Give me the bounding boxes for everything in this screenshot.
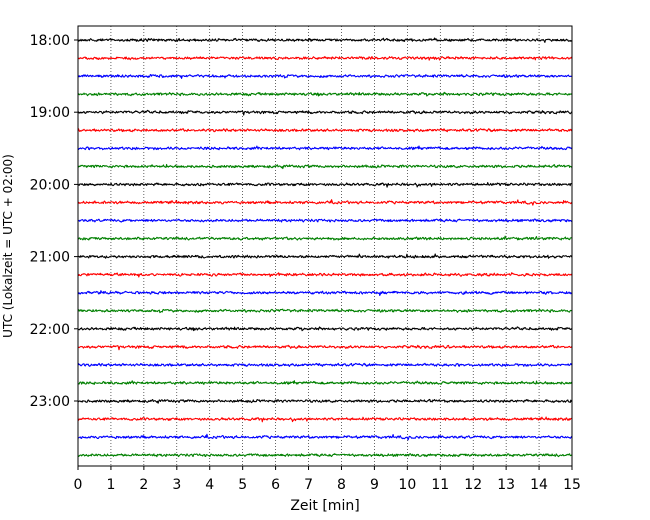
x-tick-label: 2 bbox=[139, 477, 148, 493]
seismic-trace bbox=[77, 128, 573, 133]
seismic-trace bbox=[77, 344, 573, 351]
seismic-trace bbox=[77, 272, 573, 278]
x-tick-label: 3 bbox=[172, 477, 181, 493]
seismic-trace bbox=[77, 362, 573, 367]
seismic-trace bbox=[77, 326, 573, 332]
seismic-trace bbox=[77, 398, 573, 404]
y-tick-label: 18:00 bbox=[30, 33, 70, 49]
seismic-trace bbox=[77, 199, 573, 206]
seismic-trace bbox=[77, 235, 573, 241]
seismic-trace bbox=[77, 56, 573, 61]
x-tick-label: 10 bbox=[398, 477, 416, 493]
x-tick-label: 5 bbox=[238, 477, 247, 493]
y-tick-label: 21:00 bbox=[30, 250, 70, 266]
seismic-trace bbox=[77, 416, 573, 423]
x-tick-label: 15 bbox=[563, 477, 581, 493]
x-tick-label: 0 bbox=[74, 477, 83, 493]
seismic-trace bbox=[77, 453, 573, 458]
y-tick-label: 23:00 bbox=[30, 394, 70, 410]
seismic-trace bbox=[77, 308, 573, 314]
x-tick-label: 11 bbox=[431, 477, 449, 493]
x-tick-label: 12 bbox=[464, 477, 482, 493]
y-axis-title: UTC (Lokalzeit = UTC + 02:00) bbox=[1, 154, 15, 338]
seismic-trace bbox=[77, 73, 573, 79]
seismic-trace bbox=[77, 182, 573, 188]
grid-layer bbox=[110, 26, 540, 466]
y-axis-ticks: 18:00 19:00 20:00 21:00 22:00 23:00 bbox=[30, 33, 78, 410]
seismic-trace bbox=[77, 380, 573, 385]
x-tick-label: 14 bbox=[530, 477, 548, 493]
x-tick-label: 4 bbox=[205, 477, 214, 493]
x-tick-label: 1 bbox=[106, 477, 115, 493]
y-tick-label: 20:00 bbox=[30, 177, 70, 193]
x-tick-label: 7 bbox=[304, 477, 313, 493]
x-tick-label: 13 bbox=[497, 477, 515, 493]
x-axis-ticks: 0 1 2 3 4 5 6 7 8 9 10 11 12 13 14 15 bbox=[74, 466, 581, 493]
seismic-trace bbox=[77, 163, 573, 170]
y-tick-label: 22:00 bbox=[30, 322, 70, 338]
seismic-trace bbox=[78, 253, 573, 259]
seismic-trace bbox=[77, 37, 573, 43]
y-tick-label: 19:00 bbox=[30, 105, 70, 121]
x-tick-label: 9 bbox=[370, 477, 379, 493]
seismic-trace bbox=[77, 109, 573, 116]
plot-frame bbox=[77, 25, 573, 467]
x-axis-title: Zeit [min] bbox=[290, 498, 359, 514]
seismic-trace bbox=[77, 218, 573, 223]
x-tick-label: 6 bbox=[271, 477, 280, 493]
seismic-trace bbox=[77, 91, 573, 97]
x-tick-label: 8 bbox=[337, 477, 346, 493]
trace-layer bbox=[77, 37, 573, 458]
seismic-trace bbox=[77, 145, 573, 151]
seismic-trace bbox=[77, 290, 573, 296]
seismic-trace bbox=[77, 433, 573, 441]
